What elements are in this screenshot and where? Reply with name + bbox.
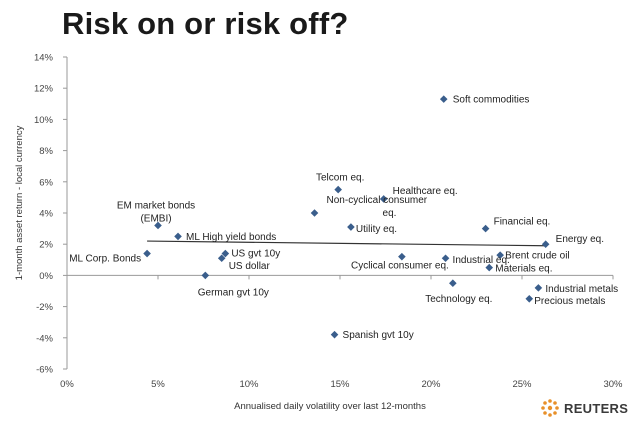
point-labels-layer: Soft commodities Telcom eq. Healthcare eq.…: [69, 95, 618, 342]
point-label: US dollar: [229, 261, 271, 272]
logo-dot: [548, 399, 552, 403]
data-point: [525, 295, 534, 303]
data-point: [439, 95, 448, 103]
point-label: Soft commodities: [453, 95, 530, 106]
x-tick-label: 5%: [151, 379, 165, 390]
y-tick-label: -4%: [36, 333, 53, 344]
point-label: Cyclical consumer eq.: [351, 261, 449, 272]
reuters-logo: REUTERS: [540, 398, 628, 418]
point-label: Technology eq.: [425, 294, 492, 305]
data-point: [347, 223, 355, 231]
y-tick-label: 4%: [39, 209, 53, 220]
trendline: [147, 240, 546, 247]
data-points-layer: [143, 95, 550, 339]
data-point: [217, 254, 226, 263]
data-point: [330, 330, 339, 339]
y-tick-label: 2%: [39, 240, 53, 251]
point-label: Industrial metals: [545, 284, 618, 295]
point-label: US gvt 10y: [231, 249, 280, 260]
y-tick-label: 14%: [34, 53, 54, 64]
data-point: [496, 251, 504, 259]
data-point: [534, 284, 543, 292]
data-point: [481, 224, 490, 233]
data-point: [154, 221, 162, 230]
logo-dot: [543, 401, 547, 405]
y-tick-label: 10%: [34, 115, 54, 126]
data-point: [379, 195, 388, 203]
data-point: [174, 232, 182, 241]
point-label: EM market bonds (EMBI): [117, 200, 195, 224]
point-label: Financial eq.: [494, 217, 551, 228]
x-tick-label: 0%: [60, 379, 74, 390]
data-point: [398, 252, 406, 261]
data-point: [221, 249, 230, 258]
chart-axes: 14% 12% 10% 8% 6% 4% 2% 0% -2% -4% -6% 0% 5% 10% 15% 20…: [34, 53, 623, 391]
y-tick-label: 0%: [39, 271, 53, 282]
x-tick-label: 15%: [330, 379, 350, 390]
point-label: Energy eq.: [556, 234, 604, 245]
y-tick-label: 8%: [39, 146, 53, 157]
y-tick-label: -6%: [36, 365, 53, 376]
data-point: [441, 254, 450, 263]
logo-dot: [553, 411, 557, 415]
data-point: [201, 271, 210, 280]
x-tick-label: 30%: [603, 379, 623, 390]
logo-dot: [543, 411, 547, 415]
data-point: [449, 279, 457, 287]
x-tick-label: 20%: [421, 379, 441, 390]
data-point: [485, 263, 494, 272]
point-label: Precious metals: [534, 296, 605, 307]
data-point: [310, 209, 319, 217]
data-point: [143, 249, 151, 258]
brand-name: REUTERS: [564, 400, 629, 416]
point-label: Brent crude oil: [505, 251, 569, 262]
y-tick-label: -2%: [36, 302, 53, 313]
point-label: Utility eq.: [356, 224, 397, 235]
point-label: Telcom eq.: [316, 173, 364, 184]
point-label: Healthcare eq.: [393, 186, 458, 197]
x-tick-label: 10%: [239, 379, 259, 390]
logo-dot: [553, 401, 557, 405]
point-label: Spanish gvt 10y: [343, 330, 414, 341]
point-label: Industrial eq.: [453, 255, 510, 266]
logo-dot: [555, 406, 559, 410]
x-axis-title: Annualised daily volatility over last 12…: [234, 401, 426, 412]
y-axis-title: 1-month asset return - local currency: [14, 125, 25, 280]
point-label: Non-cyclical consumer eq.: [327, 195, 428, 219]
data-point: [334, 185, 342, 194]
x-tick-label: 25%: [512, 379, 532, 390]
reuters-dots-icon: [541, 399, 559, 417]
data-point: [541, 240, 550, 248]
logo-dot: [541, 406, 545, 410]
chart-title: Risk on or risk off?: [62, 6, 349, 41]
logo-dot: [548, 413, 552, 417]
logo-dot: [547, 405, 553, 411]
point-label: German gvt 10y: [198, 287, 269, 298]
trendline-layer: [147, 240, 546, 247]
point-label: ML Corp. Bonds: [69, 254, 141, 265]
point-label: ML High yield bonds: [186, 232, 276, 243]
y-tick-label: 12%: [34, 84, 54, 95]
point-label: Materials eq.: [495, 264, 552, 275]
y-tick-label: 6%: [39, 177, 53, 188]
